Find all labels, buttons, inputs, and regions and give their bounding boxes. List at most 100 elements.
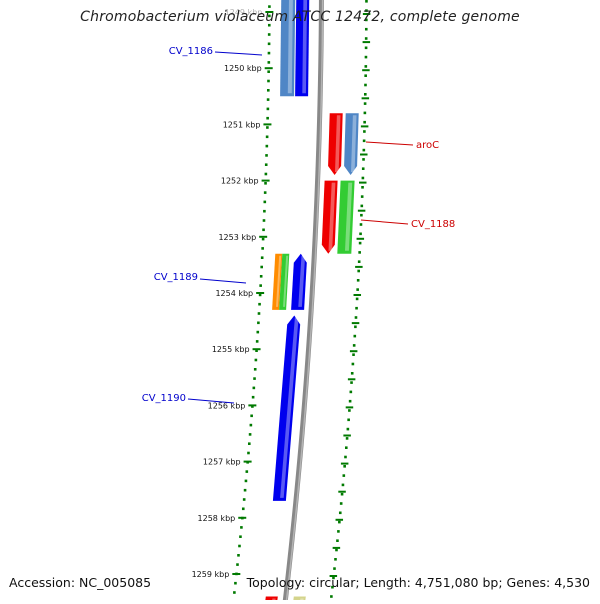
- ring-dot: [267, 33, 271, 36]
- gene-minus-green[interactable]: [279, 253, 290, 310]
- gene-label-leader: [199, 278, 247, 284]
- gene-body[interactable]: [291, 253, 307, 310]
- gene-minus-steel-blue[interactable]: [280, 0, 296, 97]
- ring-dot: [341, 483, 345, 487]
- gene-minus-orange[interactable]: [272, 253, 283, 310]
- ring-dot: [257, 312, 261, 315]
- ring-dot: [237, 554, 240, 557]
- ring-dot: [364, 46, 368, 50]
- gene-plus-red[interactable]: [328, 113, 343, 175]
- ring-dot: [262, 219, 266, 222]
- gene-label[interactable]: CV_1186: [169, 46, 213, 57]
- ring-dot: [247, 442, 251, 445]
- ring-dot: [264, 182, 267, 185]
- ring-dot: [255, 340, 259, 343]
- gene-highlight: [298, 255, 306, 307]
- gene-body[interactable]: [272, 315, 301, 501]
- gene-plus-green[interactable]: [337, 180, 355, 254]
- gene-plus-steel-blue[interactable]: [344, 113, 359, 175]
- gene-body[interactable]: [328, 113, 343, 175]
- ring-dot: [353, 334, 357, 338]
- gene-label[interactable]: CV_1189: [154, 272, 198, 283]
- labels-layer: CV_1186 aroC CV_1188 CV_1189 CV_1190: [142, 46, 456, 404]
- gene-body[interactable]: [279, 253, 290, 310]
- kbp-tick-label: 1252 kbp: [221, 177, 259, 186]
- ring-dot: [265, 135, 269, 139]
- ring-dot: [363, 102, 367, 105]
- ring-dot: [360, 204, 364, 208]
- gene-highlight: [351, 115, 357, 172]
- accession-label: Accession: NC_005085: [9, 575, 152, 590]
- ring-dot: [359, 223, 363, 226]
- ring-dot: [343, 465, 346, 468]
- sequence-backbone-highlight: [285, 0, 324, 604]
- kbp-tick-label: 1258 kbp: [198, 514, 236, 523]
- gene-body[interactable]: [280, 0, 296, 97]
- ring-dot: [349, 390, 353, 394]
- kbp-tick-label: 1253 kbp: [218, 233, 256, 242]
- gene-highlight: [345, 182, 353, 251]
- ring-dot: [265, 144, 269, 148]
- gene-plus-red[interactable]: [321, 180, 338, 254]
- ring-dot: [363, 93, 367, 96]
- ring-dot: [261, 247, 264, 250]
- ring-dot: [258, 293, 262, 297]
- ring-dot: [362, 148, 366, 152]
- ring-dot: [348, 399, 352, 403]
- gene-body[interactable]: [344, 113, 359, 175]
- ring-dot: [337, 530, 340, 533]
- gene-body[interactable]: [337, 180, 355, 254]
- gene-minus-blue[interactable]: [291, 253, 307, 310]
- gene-highlight: [287, 0, 293, 94]
- gene-body[interactable]: [292, 596, 306, 604]
- backbone-layer: [282, 0, 324, 604]
- ring-dot: [259, 284, 262, 287]
- gene-label[interactable]: CV_1190: [142, 393, 186, 404]
- gene-label-leader: [365, 141, 414, 146]
- gene-body[interactable]: [272, 253, 283, 310]
- gene-body[interactable]: [295, 0, 310, 97]
- ring-dot: [266, 116, 269, 120]
- ring-dot: [338, 520, 341, 524]
- ring-dot: [251, 395, 255, 399]
- gene-minus-red[interactable]: [264, 596, 278, 604]
- gene-body[interactable]: [264, 596, 278, 604]
- ring-dot: [256, 330, 260, 334]
- ring-dot: [257, 321, 260, 325]
- ring-dot: [340, 492, 344, 496]
- gene-plus-khaki[interactable]: [292, 596, 306, 604]
- ring-dot: [364, 65, 368, 68]
- kbp-tick-label: 1250 kbp: [224, 64, 262, 73]
- ring-dot: [365, 0, 368, 3]
- ring-dot: [355, 306, 358, 310]
- ring-dot: [364, 83, 367, 87]
- ring-dot: [332, 576, 335, 580]
- kbp-tick-label: 1251 kbp: [223, 120, 261, 129]
- ring-dot: [261, 237, 265, 241]
- ring-dot: [255, 349, 258, 352]
- ring-dot: [258, 302, 261, 306]
- ring-dot: [267, 79, 270, 83]
- gene-highlight: [335, 115, 341, 172]
- ring-dot: [345, 437, 349, 440]
- gene-minus-blue[interactable]: [272, 315, 301, 501]
- gene-body[interactable]: [321, 180, 338, 254]
- kbp-tick-label: 1254 kbp: [215, 289, 253, 298]
- ring-dot: [365, 18, 368, 22]
- ring-dot: [360, 213, 363, 217]
- gene-label[interactable]: CV_1188: [411, 219, 455, 230]
- gene-label-leader: [187, 398, 235, 404]
- gene-minus-blue[interactable]: [295, 0, 310, 97]
- ring-dot: [346, 427, 350, 431]
- kbp-tick-label: 1257 kbp: [203, 458, 241, 467]
- gene-label[interactable]: aroC: [416, 140, 439, 151]
- ring-dot: [362, 139, 366, 143]
- ring-dot: [361, 167, 365, 170]
- ring-dot: [250, 414, 253, 418]
- ring-dot: [244, 479, 248, 483]
- kbp-tick-label: 1255 kbp: [212, 345, 250, 354]
- ring-dot: [344, 455, 347, 459]
- gene-highlight: [328, 182, 336, 251]
- ring-dot: [259, 275, 263, 278]
